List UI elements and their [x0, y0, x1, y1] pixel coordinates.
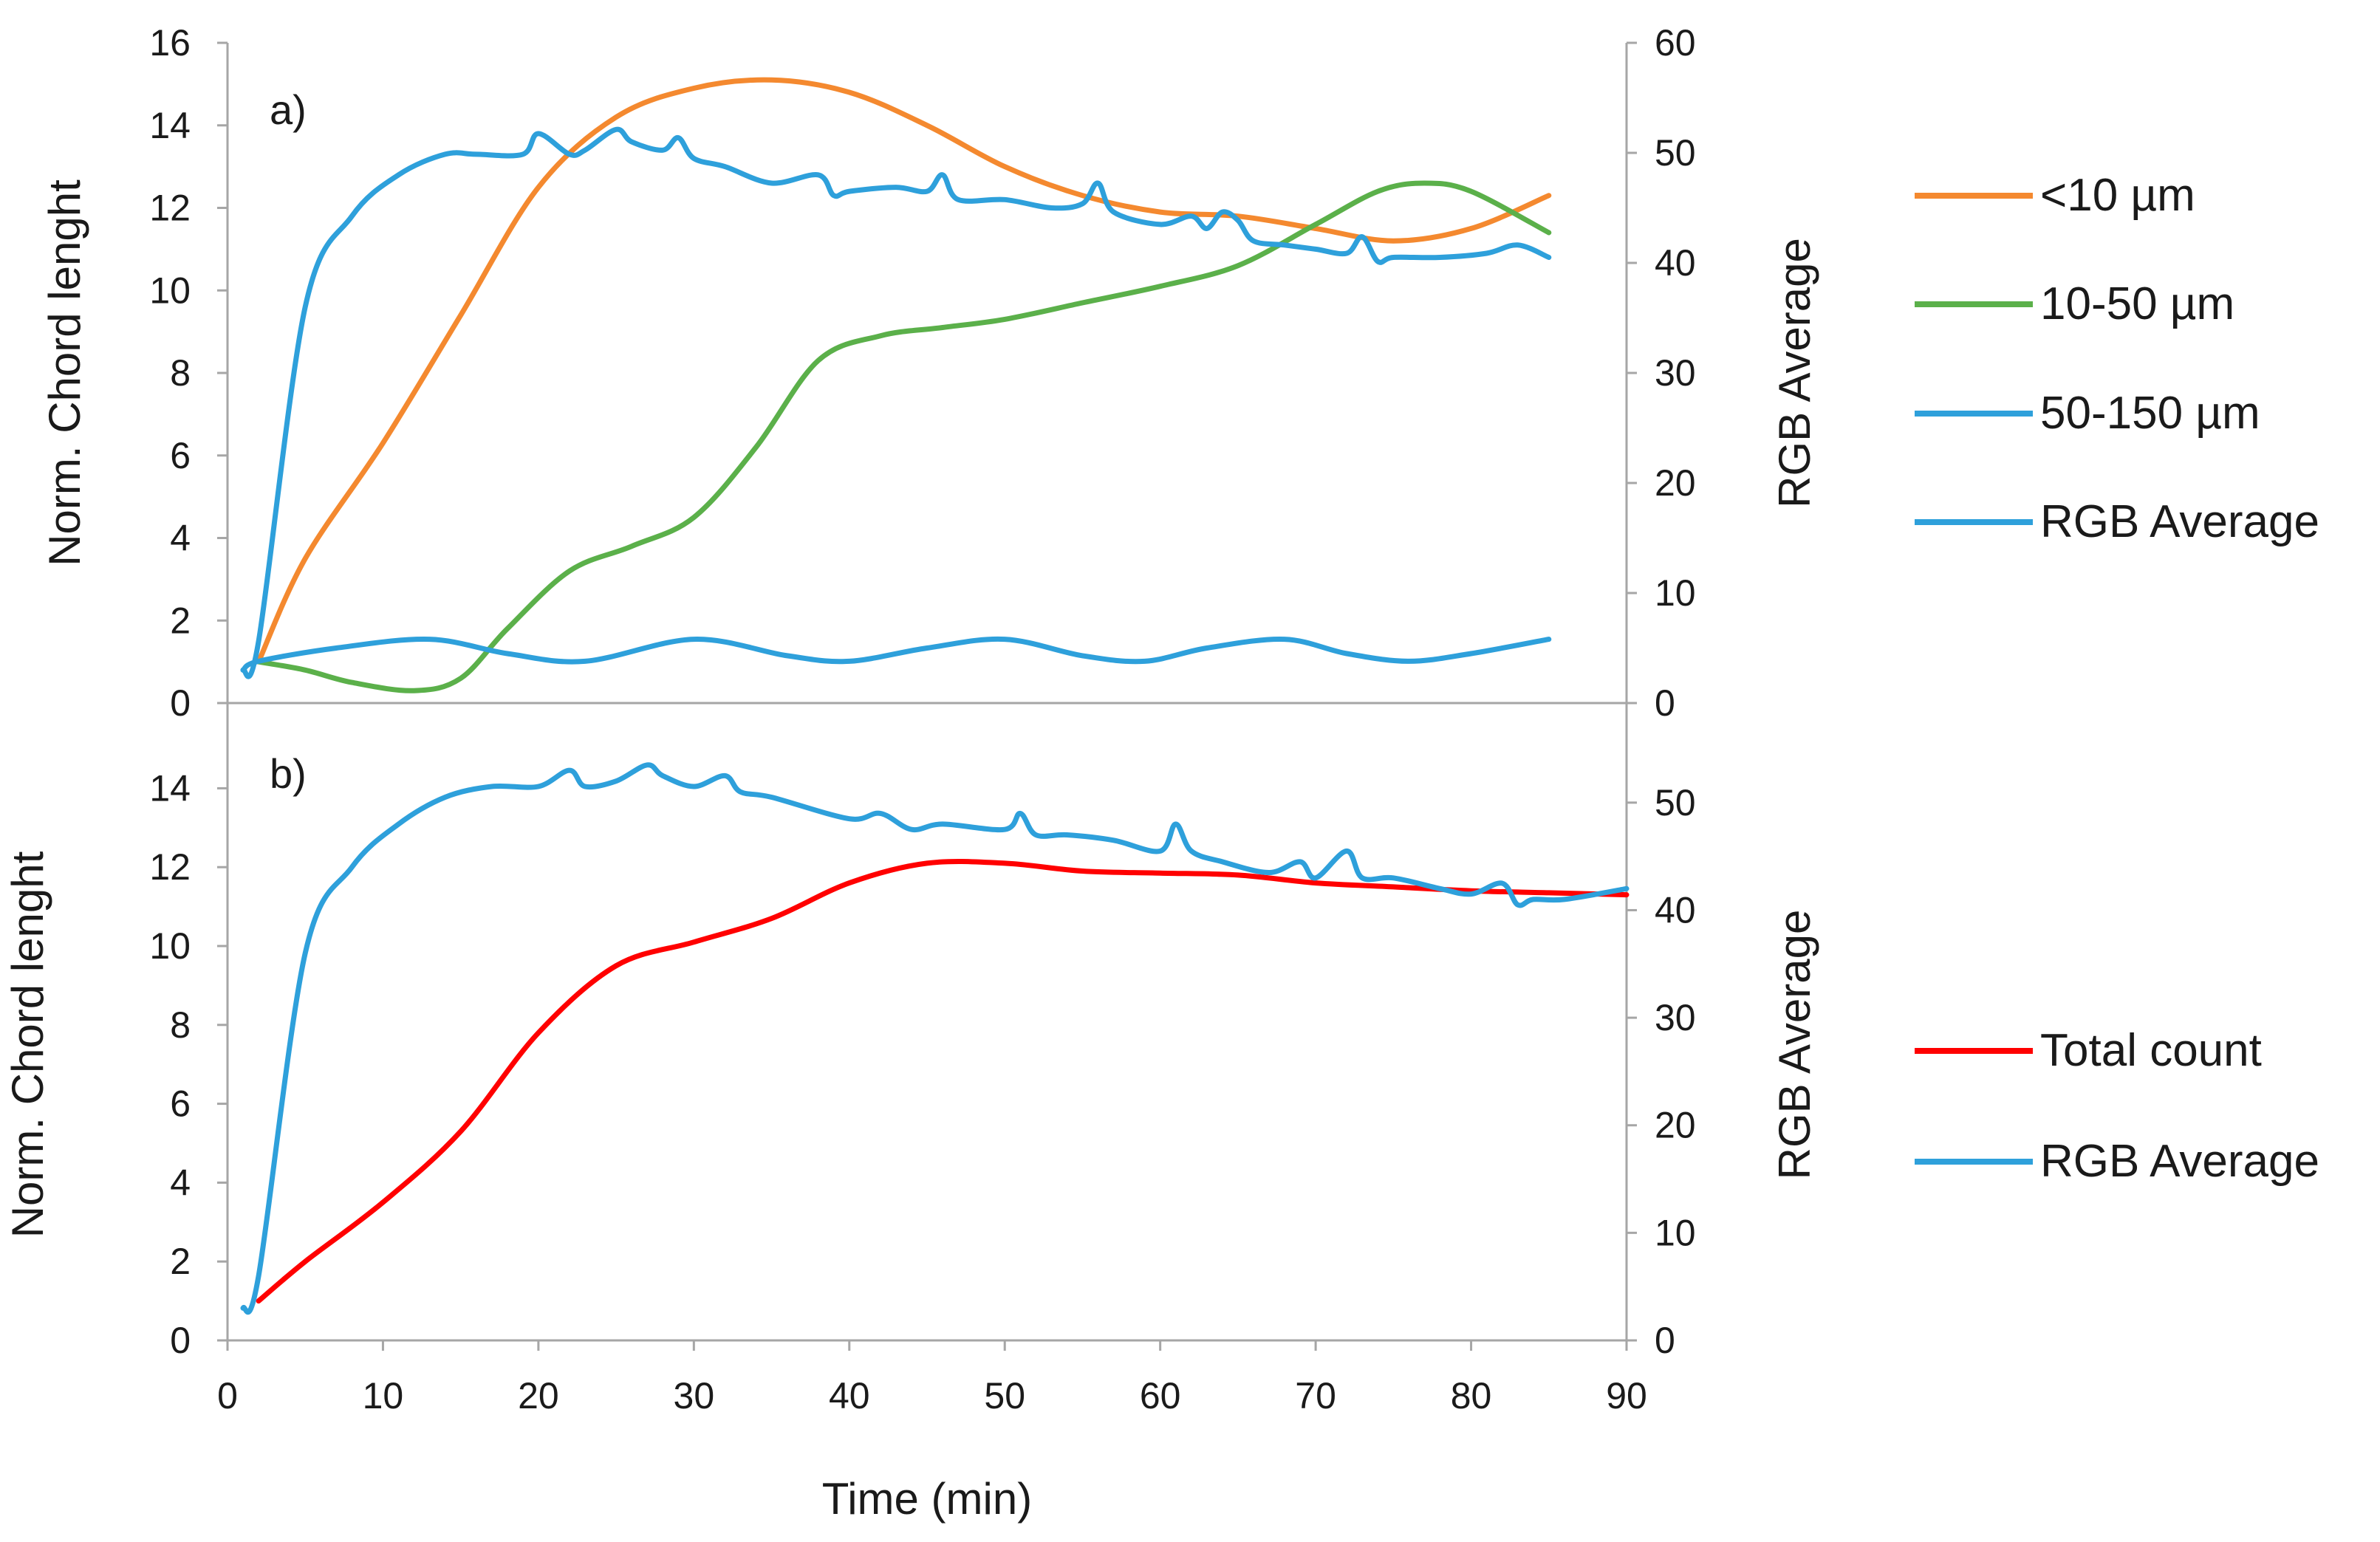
series-line-4 — [240, 636, 1552, 673]
right-tick-label: 30 — [1655, 997, 1696, 1038]
x-tick-label: 0 — [217, 1375, 238, 1416]
panel-label: a) — [270, 86, 307, 133]
left-axis-title: Norm. Chord lenght — [3, 851, 52, 1238]
series-line-1 — [256, 858, 1630, 1304]
left-tick-label: 14 — [149, 105, 191, 146]
x-tick-label: 80 — [1451, 1375, 1492, 1416]
x-tick-label: 50 — [984, 1375, 1025, 1416]
x-tick-label: 20 — [518, 1375, 559, 1416]
left-tick-label: 8 — [170, 352, 191, 394]
left-tick-label: 10 — [149, 270, 191, 311]
left-tick-label: 4 — [170, 518, 191, 559]
x-tick-label: 70 — [1295, 1375, 1336, 1416]
left-tick-label: 2 — [170, 600, 191, 641]
panel-b: 0 2 4 6 8 10 12 14 0 10 20 30 40 50 0 10 20 30 40 50 60 70 80 9… — [3, 703, 1819, 1524]
left-tick-label: 6 — [170, 1083, 191, 1125]
legend-label: Total count — [2040, 1025, 2262, 1076]
right-tick-label: 50 — [1655, 782, 1696, 823]
legend-panel-b: Total count RGB Average — [1915, 1025, 2319, 1187]
right-tick-label: 30 — [1655, 352, 1696, 394]
right-axis-title: RGB Average — [1770, 910, 1819, 1180]
right-tick-label: 0 — [1655, 682, 1675, 724]
x-tick-label: 90 — [1606, 1375, 1647, 1416]
left-tick-label: 10 — [149, 925, 191, 967]
legend-panel-a: <10 µm 10-50 µm 50-150 µm RGB Average — [1915, 170, 2319, 547]
x-tick-label: 60 — [1140, 1375, 1181, 1416]
series-line-2 — [240, 762, 1630, 1315]
left-tick-label: 8 — [170, 1004, 191, 1046]
right-tick-label: 10 — [1655, 572, 1696, 614]
left-tick-label: 6 — [170, 435, 191, 476]
series-line-3 — [240, 126, 1552, 679]
legend-label: 50-150 µm — [2040, 388, 2260, 439]
left-tick-label: 0 — [170, 682, 191, 724]
legend-label: <10 µm — [2040, 170, 2195, 221]
panel-label: b) — [270, 750, 307, 797]
right-tick-label: 20 — [1655, 462, 1696, 504]
series-line-1 — [256, 77, 1552, 665]
right-tick-label: 0 — [1655, 1320, 1675, 1361]
right-tick-label: 60 — [1655, 22, 1696, 64]
series-line-2 — [256, 180, 1552, 693]
right-axis-title: RGB Average — [1770, 238, 1819, 508]
panel-a: 0 2 4 6 8 10 12 14 16 0 10 20 30 40 50 60 Norm. Chord le… — [40, 22, 1819, 724]
x-tick-label: 30 — [674, 1375, 715, 1416]
left-tick-label: 2 — [170, 1241, 191, 1282]
x-axis-title: Time (min) — [822, 1474, 1032, 1524]
right-tick-label: 20 — [1655, 1105, 1696, 1146]
left-axis-title: Norm. Chord lenght — [40, 179, 89, 566]
legend-label: 10-50 µm — [2040, 278, 2234, 329]
left-tick-label: 14 — [149, 767, 191, 809]
legend-label: RGB Average — [2040, 1136, 2319, 1187]
right-tick-label: 50 — [1655, 132, 1696, 174]
right-tick-label: 40 — [1655, 242, 1696, 284]
left-tick-label: 16 — [149, 22, 191, 64]
left-tick-label: 12 — [149, 846, 191, 888]
x-tick-label: 40 — [829, 1375, 870, 1416]
left-tick-label: 12 — [149, 188, 191, 229]
legend-label: RGB Average — [2040, 496, 2319, 547]
right-tick-label: 40 — [1655, 889, 1696, 931]
x-tick-label: 10 — [363, 1375, 404, 1416]
right-tick-label: 10 — [1655, 1212, 1696, 1253]
left-tick-label: 4 — [170, 1162, 191, 1203]
left-tick-label: 0 — [170, 1320, 191, 1361]
